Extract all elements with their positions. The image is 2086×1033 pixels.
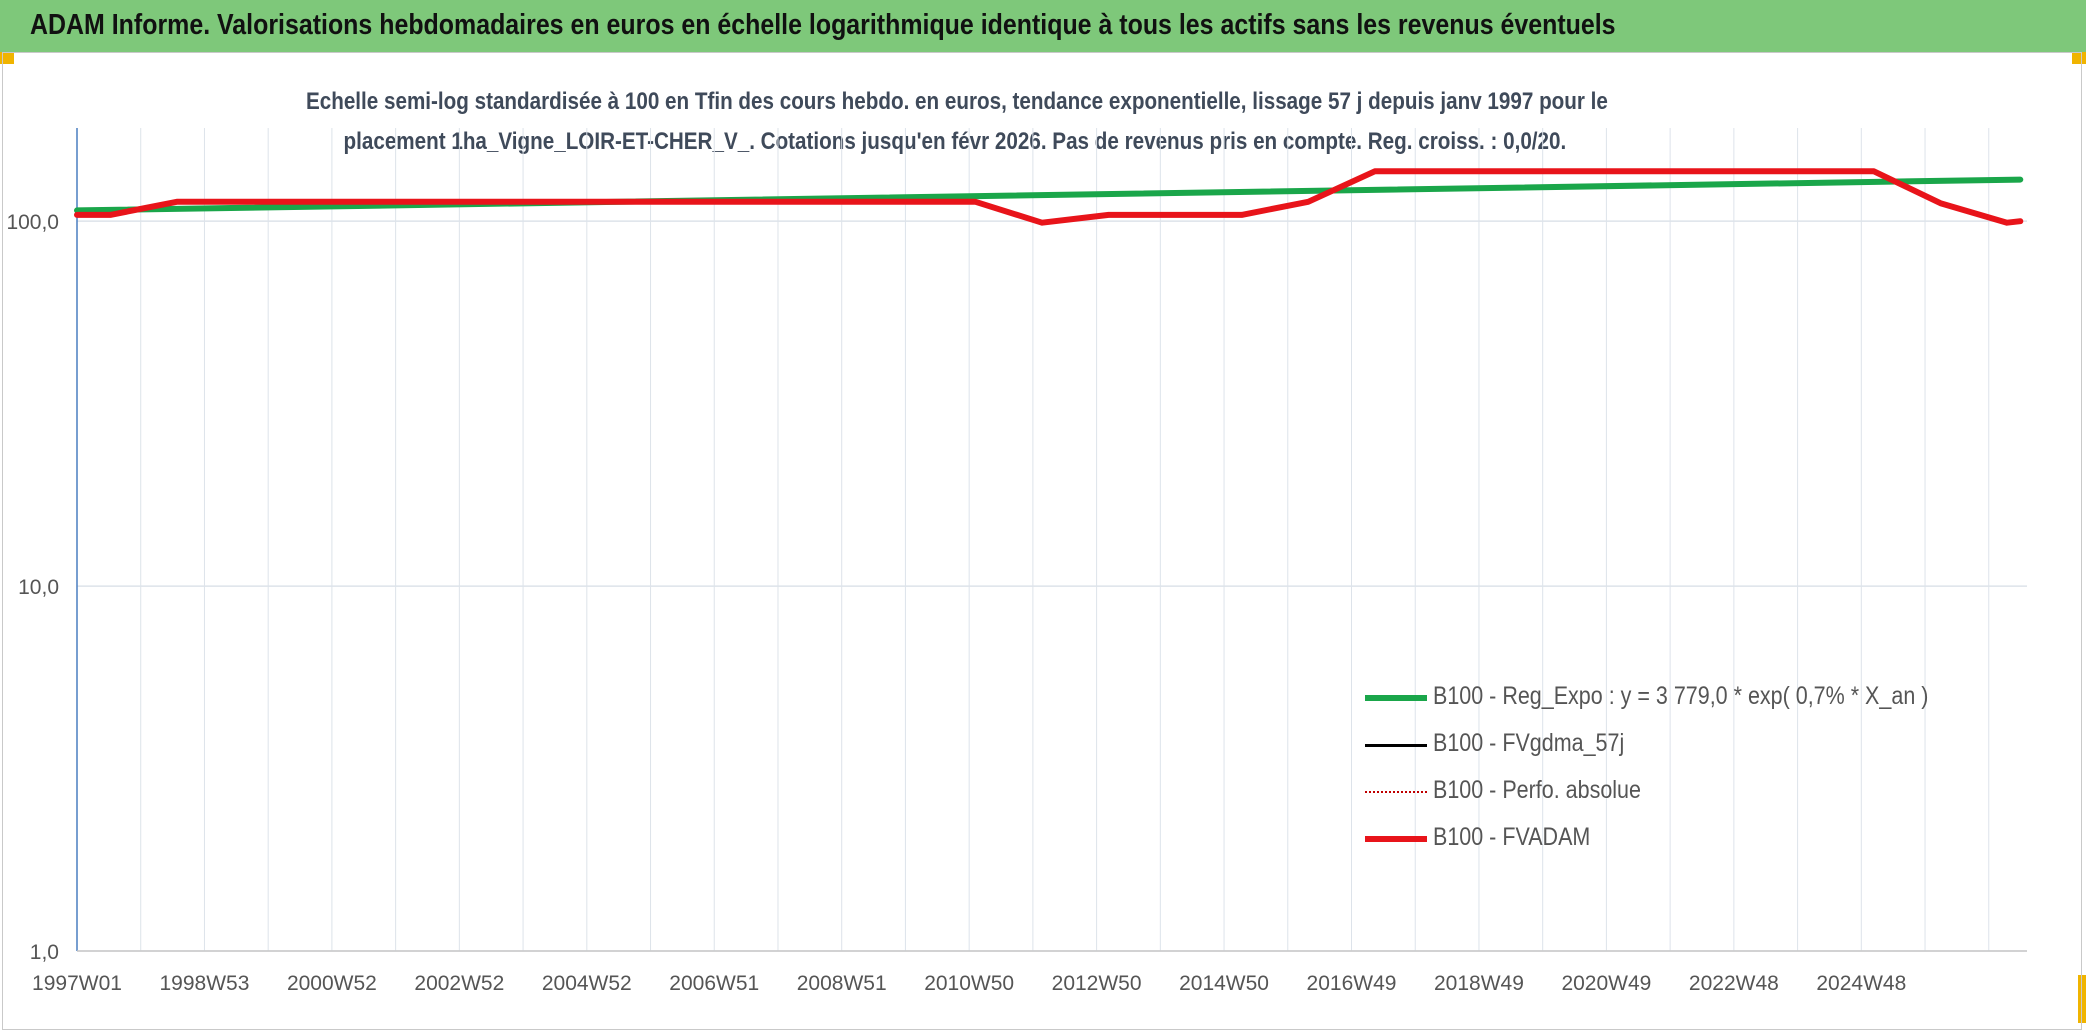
legend-swatch-gdma [1365,744,1427,747]
legend-item-perfo: B100 - Perfo. absolue [1365,774,2045,808]
legend-label-trend: B100 - Reg_Expo : y = 3 779,0 * exp( 0,7… [1433,682,1929,710]
legend-item-trend: B100 - Reg_Expo : y = 3 779,0 * exp( 0,7… [1365,680,2045,714]
x-tick-label: 1997W01 [32,972,122,995]
x-tick-label: 2012W50 [1052,972,1142,995]
x-tick-label: 1998W53 [159,972,249,995]
corner-mark-left [0,52,14,64]
chart-frame [2,52,2082,1030]
corner-mark-right [2072,52,2086,64]
legend-swatch-trend [1365,695,1427,701]
series-line-3 [74,168,2024,226]
chart-title-line-1: Echelle semi-log standardisée à 100 en T… [200,88,1710,116]
page-title: ADAM Informe. Valorisations hebdomadaire… [30,9,1616,41]
x-tick-label: 2010W50 [924,972,1014,995]
x-tick-label: 2024W48 [1816,972,1906,995]
y-tick-label: 10,0 [18,576,59,599]
x-tick-label: 2014W50 [1179,972,1269,995]
chart-title-line-2-text: placement 1ha_Vigne_LOIR-ET-CHER_V_. Cot… [343,128,1567,155]
x-tick-label: 2000W52 [287,972,377,995]
series-line-0 [74,176,2024,214]
y-tick-label: 100,0 [6,211,59,234]
header-banner: ADAM Informe. Valorisations hebdomadaire… [0,0,2086,52]
legend-label-fvadam: B100 - FVADAM [1433,823,1591,851]
chart-title-line-2: placement 1ha_Vigne_LOIR-ET-CHER_V_. Cot… [200,128,1710,156]
x-tick-label: 2002W52 [414,972,504,995]
legend-item-gdma: B100 - FVgdma_57j [1365,727,2045,761]
x-tick-label: 2016W49 [1307,972,1397,995]
chart-title-line-1-text: Echelle semi-log standardisée à 100 en T… [305,88,1608,115]
x-tick-label: 2022W48 [1689,972,1779,995]
y-tick-label: 1,0 [30,941,59,964]
legend-swatch-fvadam [1365,836,1427,842]
x-tick-label: 2020W49 [1561,972,1651,995]
legend-label-gdma: B100 - FVgdma_57j [1433,729,1625,757]
legend-item-fvadam: B100 - FVADAM [1365,821,2045,855]
legend-label-perfo: B100 - Perfo. absolue [1433,776,1641,804]
x-tick-label: 2006W51 [669,972,759,995]
x-tick-label: 2008W51 [797,972,887,995]
x-tick-label: 2004W52 [542,972,632,995]
x-tick-label: 2018W49 [1434,972,1524,995]
corner-mark-bottom-right [2078,975,2086,1023]
legend-swatch-perfo [1365,791,1427,793]
